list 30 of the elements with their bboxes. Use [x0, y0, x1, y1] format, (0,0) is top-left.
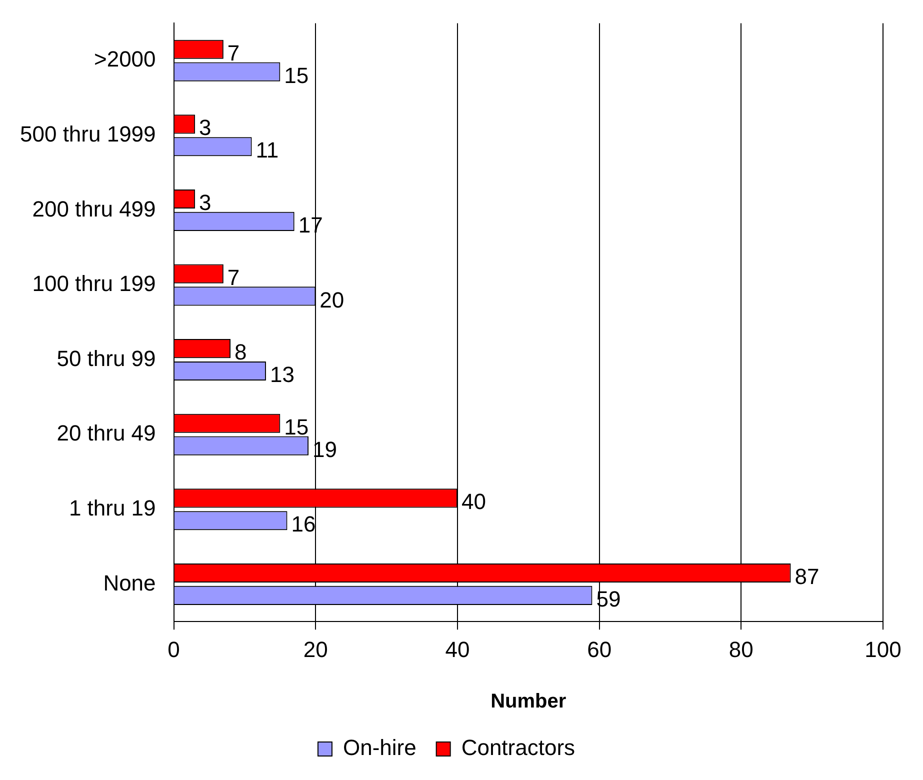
- data-label: 7: [227, 264, 240, 290]
- legend-label: On-hire: [342, 735, 416, 760]
- data-label: 40: [461, 489, 486, 514]
- data-label: 20: [320, 287, 344, 312]
- x-tick-label: 60: [587, 636, 612, 662]
- data-label: 7: [227, 40, 240, 66]
- x-axis-title: Number: [490, 690, 566, 713]
- data-label: 13: [270, 362, 294, 388]
- x-tick-label: 100: [864, 636, 902, 662]
- data-label: 3: [199, 190, 212, 216]
- data-label: 3: [199, 115, 212, 140]
- data-label: 87: [794, 564, 820, 590]
- y-tick-label: 100 thru 199: [32, 271, 156, 296]
- x-tick-label: 20: [303, 636, 328, 662]
- y-tick-label: 1 thru 19: [68, 495, 156, 520]
- data-label: 16: [291, 512, 316, 537]
- x-tick-label: 0: [168, 636, 180, 662]
- data-label: 15: [284, 414, 309, 440]
- y-tick-label: None: [103, 570, 156, 596]
- x-tick-label: 80: [728, 636, 754, 662]
- y-tick-label: >2000: [94, 46, 156, 72]
- data-label: 11: [256, 138, 279, 163]
- y-tick-label: 500 thru 1999: [20, 121, 156, 146]
- data-label: 8: [234, 340, 247, 365]
- y-tick-label: 200 thru 499: [32, 196, 156, 222]
- data-label: 15: [284, 62, 309, 88]
- x-tick-label: 40: [445, 636, 470, 662]
- y-tick-label: 20 thru 49: [56, 420, 156, 446]
- y-tick-label: 50 thru 99: [56, 346, 156, 371]
- legend-label: Contractors: [461, 735, 576, 760]
